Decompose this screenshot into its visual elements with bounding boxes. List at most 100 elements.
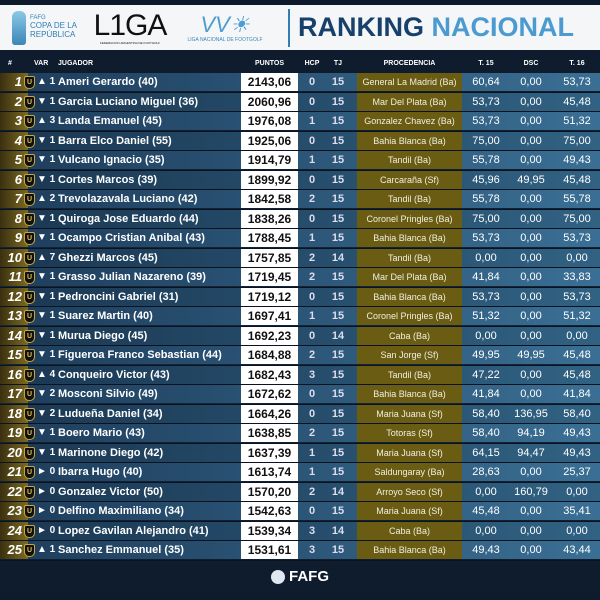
table-row: 2 U ▼ 1 Garcia Luciano Miguel (36) 2060,… <box>0 92 600 112</box>
tj: 15 <box>331 95 345 108</box>
points: 1757,85 <box>241 248 298 267</box>
points: 1613,74 <box>241 463 298 481</box>
origin: Saldungaray (Ba) <box>357 463 462 481</box>
variation: ► 0 <box>37 524 56 536</box>
tj: 15 <box>331 290 345 303</box>
dsc: 136,95 <box>514 407 548 420</box>
table-row: 13 U ▼ 1 Suarez Martin (40) 1697,41 1 15… <box>0 307 600 327</box>
origin: Mar Del Plata (Ba) <box>357 268 462 286</box>
liga-badge-icon: U <box>24 271 35 284</box>
rank: 1 <box>14 74 22 89</box>
variation: ▼ 1 <box>37 212 56 224</box>
table-row: 25 U ▲ 1 Sanchez Emmanuel (35) 1531,61 3… <box>0 541 600 561</box>
points: 1838,26 <box>241 209 298 228</box>
variation: ► 0 <box>37 485 56 497</box>
table-row: 8 U ▼ 1 Quiroga Jose Eduardo (44) 1838,2… <box>0 209 600 229</box>
header-banner: FAFG COPA DE LA REPÚBLICA L1GA FEDERACION … <box>0 5 600 50</box>
rank: 17 <box>7 386 22 401</box>
tj: 15 <box>331 134 345 147</box>
table-row: 15 U ▼ 1 Figueroa Franco Sebastian (44) … <box>0 346 600 366</box>
hcp: 3 <box>308 368 316 381</box>
hcp: 0 <box>308 329 316 342</box>
t15: 0,00 <box>475 485 497 498</box>
rank-background <box>0 287 28 306</box>
table-row: 10 U ▲ 7 Ghezzi Marcos (45) 1757,85 2 14… <box>0 248 600 268</box>
points: 1842,58 <box>241 190 298 208</box>
rank-background <box>0 170 28 189</box>
dsc: 0,00 <box>520 388 542 400</box>
player-name: Mosconi Silvio (49) <box>58 388 158 400</box>
t15: 55,78 <box>472 193 500 205</box>
hcp: 0 <box>308 173 316 186</box>
variation: ▼ 1 <box>37 427 56 438</box>
points: 1719,45 <box>241 268 298 286</box>
t16: 0,00 <box>566 251 588 264</box>
liga-badge-icon: U <box>24 368 35 382</box>
variation: ▼ 1 <box>37 95 56 107</box>
table-row: 9 U ▼ 1 Ocampo Cristian Anibal (43) 1788… <box>0 229 600 249</box>
rank: 25 <box>7 542 22 557</box>
rank-background <box>0 229 28 247</box>
liga-badge-icon: U <box>24 466 35 479</box>
rank-background <box>0 307 28 325</box>
hcp: 0 <box>308 290 316 303</box>
points: 1531,61 <box>241 541 298 559</box>
rank: 20 <box>7 444 22 460</box>
table-row: 22 U ► 0 Gonzalez Victor (50) 1570,20 2 … <box>0 482 600 502</box>
dsc: 0,00 <box>520 95 542 108</box>
t16: 51,32 <box>563 115 591 127</box>
tj: 15 <box>331 446 345 459</box>
liga-badge-icon: U <box>24 154 35 167</box>
variation: ▼ 2 <box>37 388 56 399</box>
t15: 64,15 <box>472 446 500 459</box>
trophy-icon <box>12 10 26 45</box>
liga-badge-icon: U <box>24 193 35 206</box>
origin: Tandil (Ba) <box>357 190 462 208</box>
rank-background <box>0 385 28 403</box>
t16: 45,48 <box>563 349 591 361</box>
hcp: 3 <box>308 544 316 556</box>
origin: Maria Juana (Sf) <box>357 443 462 462</box>
points: 1976,08 <box>241 112 298 130</box>
hcp: 0 <box>308 407 316 420</box>
dsc: 0,00 <box>520 134 542 147</box>
table-row: 16 U ▲ 4 Conqueiro Victor (43) 1682,43 3… <box>0 365 600 385</box>
rank-background <box>0 541 28 559</box>
tj: 15 <box>331 407 345 420</box>
t16: 25,37 <box>563 466 591 478</box>
liga-badge-icon: U <box>24 251 35 265</box>
hcp: 2 <box>308 251 316 264</box>
points: 2143,06 <box>241 73 298 91</box>
t16: 51,32 <box>563 310 591 322</box>
rank: 15 <box>7 347 22 362</box>
tj: 15 <box>331 427 345 439</box>
player-name: Landa Emanuel (45) <box>58 115 162 127</box>
variation: ▼ 1 <box>37 290 56 302</box>
points: 1684,88 <box>241 346 298 364</box>
liga-logo-sub: FEDERACION ARGENTINA DE FOOTGOLF <box>99 40 160 45</box>
tj: 15 <box>331 193 345 205</box>
table-row: 21 U ► 0 Ibarra Hugo (40) 1613,74 1 15 S… <box>0 463 600 483</box>
variation: ▼ 1 <box>37 173 56 185</box>
ball-icon <box>271 570 285 585</box>
dsc: 0,00 <box>520 76 542 88</box>
dsc: 94,47 <box>517 446 545 459</box>
tj: 15 <box>331 368 345 381</box>
tj: 14 <box>331 485 345 498</box>
rank: 12 <box>7 288 22 304</box>
rank: 22 <box>7 483 22 499</box>
points: 1788,45 <box>241 229 298 247</box>
player-name: Lopez Gavilan Alejandro (41) <box>58 524 209 537</box>
origin: Coronel Pringles (Ba) <box>357 307 462 325</box>
rank: 2 <box>14 93 22 109</box>
rank: 5 <box>14 152 22 167</box>
player-name: Marinone Diego (42) <box>58 446 164 459</box>
rank-background <box>0 248 28 267</box>
rank-background <box>0 365 28 384</box>
origin: Bahia Blanca (Ba) <box>357 541 462 559</box>
variation: ▼ 1 <box>37 349 56 360</box>
t15: 45,96 <box>472 173 500 186</box>
points: 1719,12 <box>241 287 298 306</box>
dsc: 0,00 <box>520 505 542 517</box>
rank: 3 <box>14 113 22 128</box>
